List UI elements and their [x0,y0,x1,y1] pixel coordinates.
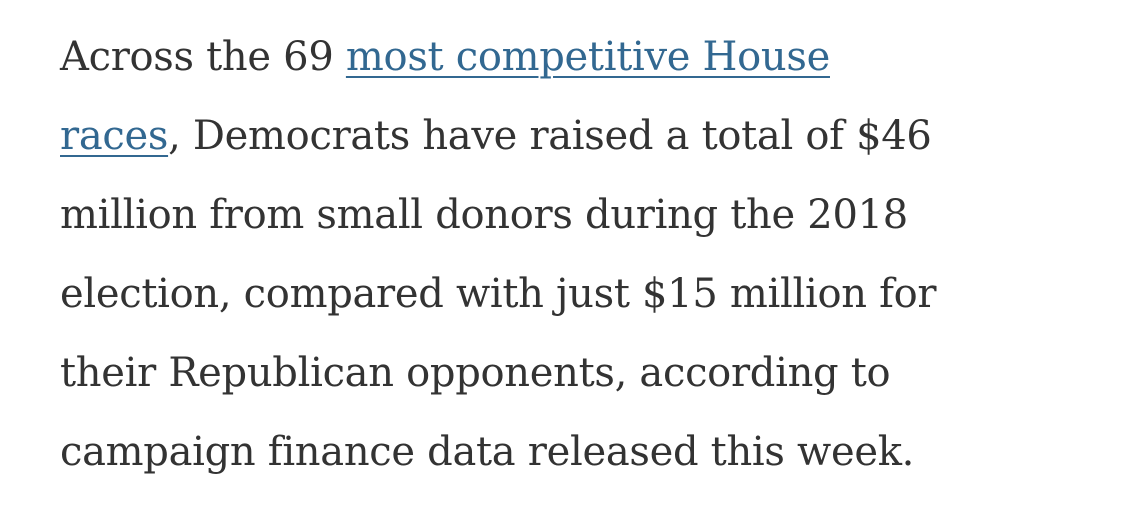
paragraph-line-2: races, Democrats have raised a total of … [60,97,1100,176]
article-paragraph: Across the 69 most competitive House rac… [60,18,1100,492]
paragraph-line-4: election, compared with just $15 million… [60,255,1100,334]
line-text: their Republican opponents, according to [60,350,891,396]
line-text: election, compared with just $15 million… [60,271,937,317]
paragraph-line-5: their Republican opponents, according to [60,334,1100,413]
line-text: Across the 69 [60,34,346,80]
line-text: , Democrats have raised a total of $46 [168,113,932,159]
paragraph-line-6: campaign finance data released this week… [60,413,1100,492]
most-competitive-house-races-link-continued[interactable]: races [60,113,169,159]
line-text: campaign finance data released this week… [60,429,915,475]
paragraph-line-1: Across the 69 most competitive House [60,18,1100,97]
most-competitive-house-races-link[interactable]: most competitive House [345,34,830,80]
paragraph-line-3: million from small donors during the 201… [60,176,1100,255]
line-text: million from small donors during the 201… [60,192,908,238]
